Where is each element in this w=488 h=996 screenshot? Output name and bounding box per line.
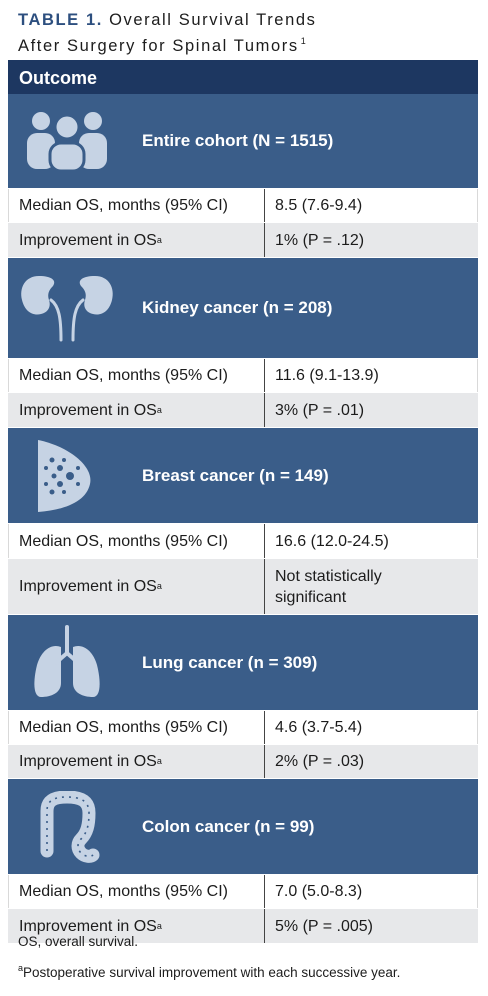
table-title: TABLE 1. Overall Survival Trends After S… — [18, 10, 478, 57]
title-reference: 1 — [300, 36, 306, 46]
section-header-lung-cancer: Lung cancer (n = 309) — [8, 615, 478, 711]
table-row: Median OS, months (95% CI) 4.6 (3.7-5.4) — [8, 711, 478, 745]
footnote-marker: a — [156, 756, 162, 766]
table-row: Improvement in OS a 1% (P = .12) — [8, 223, 478, 258]
title-text-1: Overall Survival Trends — [109, 11, 317, 29]
section-label-colon-cancer: Colon cancer (n = 99) — [142, 816, 315, 836]
row-label-median-os: Median OS, months (95% CI) — [8, 359, 265, 392]
footnote-marker: a — [156, 404, 162, 415]
section-label-lung-cancer: Lung cancer (n = 309) — [142, 652, 318, 672]
colon-icon — [8, 779, 126, 874]
row-value-median-os: 11.6 (9.1-13.9) — [265, 359, 478, 392]
footnote-a: aPostoperative survival improvement with… — [18, 963, 400, 980]
section-header-kidney-cancer: Kidney cancer (n = 208) — [8, 258, 478, 359]
table-row: Improvement in OS a 5% (P = .005) — [8, 909, 478, 944]
row-value-improvement: 5% (P = .005) — [275, 917, 373, 935]
row-value-improvement: 2% (P = .03) — [275, 753, 365, 770]
table-row: Median OS, months (95% CI) 16.6 (12.0-24… — [8, 524, 478, 559]
title-line-1: TABLE 1. Overall Survival Trends — [18, 10, 478, 31]
improvement-label-text: Improvement in OS — [19, 753, 157, 770]
survival-table: Outcome Entire cohort (N = 1515) Median … — [8, 60, 478, 944]
row-label-median-os: Median OS, months (95% CI) — [8, 524, 265, 558]
table-row: Improvement in OS a 3% (P = .01) — [8, 393, 478, 428]
row-label-median-os: Median OS, months (95% CI) — [8, 189, 265, 222]
section-header-breast-cancer: Breast cancer (n = 149) — [8, 428, 478, 524]
row-label-median-os: Median OS, months (95% CI) — [8, 875, 265, 908]
section-label-breast-cancer: Breast cancer (n = 149) — [142, 465, 329, 485]
row-label-improvement: Improvement in OS a — [8, 745, 265, 778]
row-label-improvement: Improvement in OS a — [8, 393, 265, 427]
table-number: TABLE 1. — [18, 11, 103, 29]
breast-icon — [8, 428, 126, 523]
section-header-entire-cohort: Entire cohort (N = 1515) — [8, 94, 478, 189]
footnote-a-marker: a — [18, 963, 24, 973]
table-row: Improvement in OS a 2% (P = .03) — [8, 745, 478, 779]
footnote-marker: a — [156, 234, 162, 245]
row-value-improvement: Not statistically significant — [275, 567, 382, 606]
footnote-marker: a — [156, 581, 162, 591]
row-value-improvement: 3% (P = .01) — [275, 401, 365, 419]
people-group-icon — [8, 94, 126, 188]
row-label-improvement: Improvement in OS a — [8, 909, 265, 943]
table-row: Median OS, months (95% CI) 7.0 (5.0-8.3) — [8, 875, 478, 909]
improvement-label-text: Improvement in OS — [19, 401, 157, 419]
row-value-median-os: 4.6 (3.7-5.4) — [265, 711, 478, 744]
section-header-colon-cancer: Colon cancer (n = 99) — [8, 779, 478, 875]
row-label-improvement: Improvement in OS a — [8, 223, 265, 257]
title-line-2: After Surgery for Spinal Tumors 1 — [18, 31, 478, 57]
row-value-median-os: 8.5 (7.6-9.4) — [265, 189, 478, 222]
section-label-kidney-cancer: Kidney cancer (n = 208) — [142, 298, 333, 317]
kidneys-icon — [8, 258, 126, 358]
improvement-label-text: Improvement in OS — [19, 231, 157, 249]
row-label-median-os: Median OS, months (95% CI) — [8, 711, 265, 744]
improvement-label-text: Improvement in OS — [19, 578, 157, 595]
table-row: Median OS, months (95% CI) 11.6 (9.1-13.… — [8, 359, 478, 393]
row-value-median-os: 16.6 (12.0-24.5) — [265, 524, 478, 558]
table-row: Improvement in OS a Not statistically sig… — [8, 559, 478, 615]
footnote-a-text: Postoperative survival improvement with … — [23, 965, 401, 980]
outcome-header: Outcome — [8, 60, 478, 94]
lungs-icon — [8, 615, 126, 710]
section-label-entire-cohort: Entire cohort (N = 1515) — [142, 131, 334, 150]
table-row: Median OS, months (95% CI) 8.5 (7.6-9.4) — [8, 189, 478, 223]
row-value-median-os: 7.0 (5.0-8.3) — [265, 875, 478, 908]
improvement-label-text: Improvement in OS — [19, 917, 157, 935]
row-label-improvement: Improvement in OS a — [8, 559, 265, 614]
row-value-improvement: 1% (P = .12) — [275, 231, 365, 249]
footnote-os: OS, overall survival. — [18, 934, 139, 949]
title-text-2: After Surgery for Spinal Tumors — [18, 37, 299, 55]
footnote-marker: a — [156, 920, 162, 931]
